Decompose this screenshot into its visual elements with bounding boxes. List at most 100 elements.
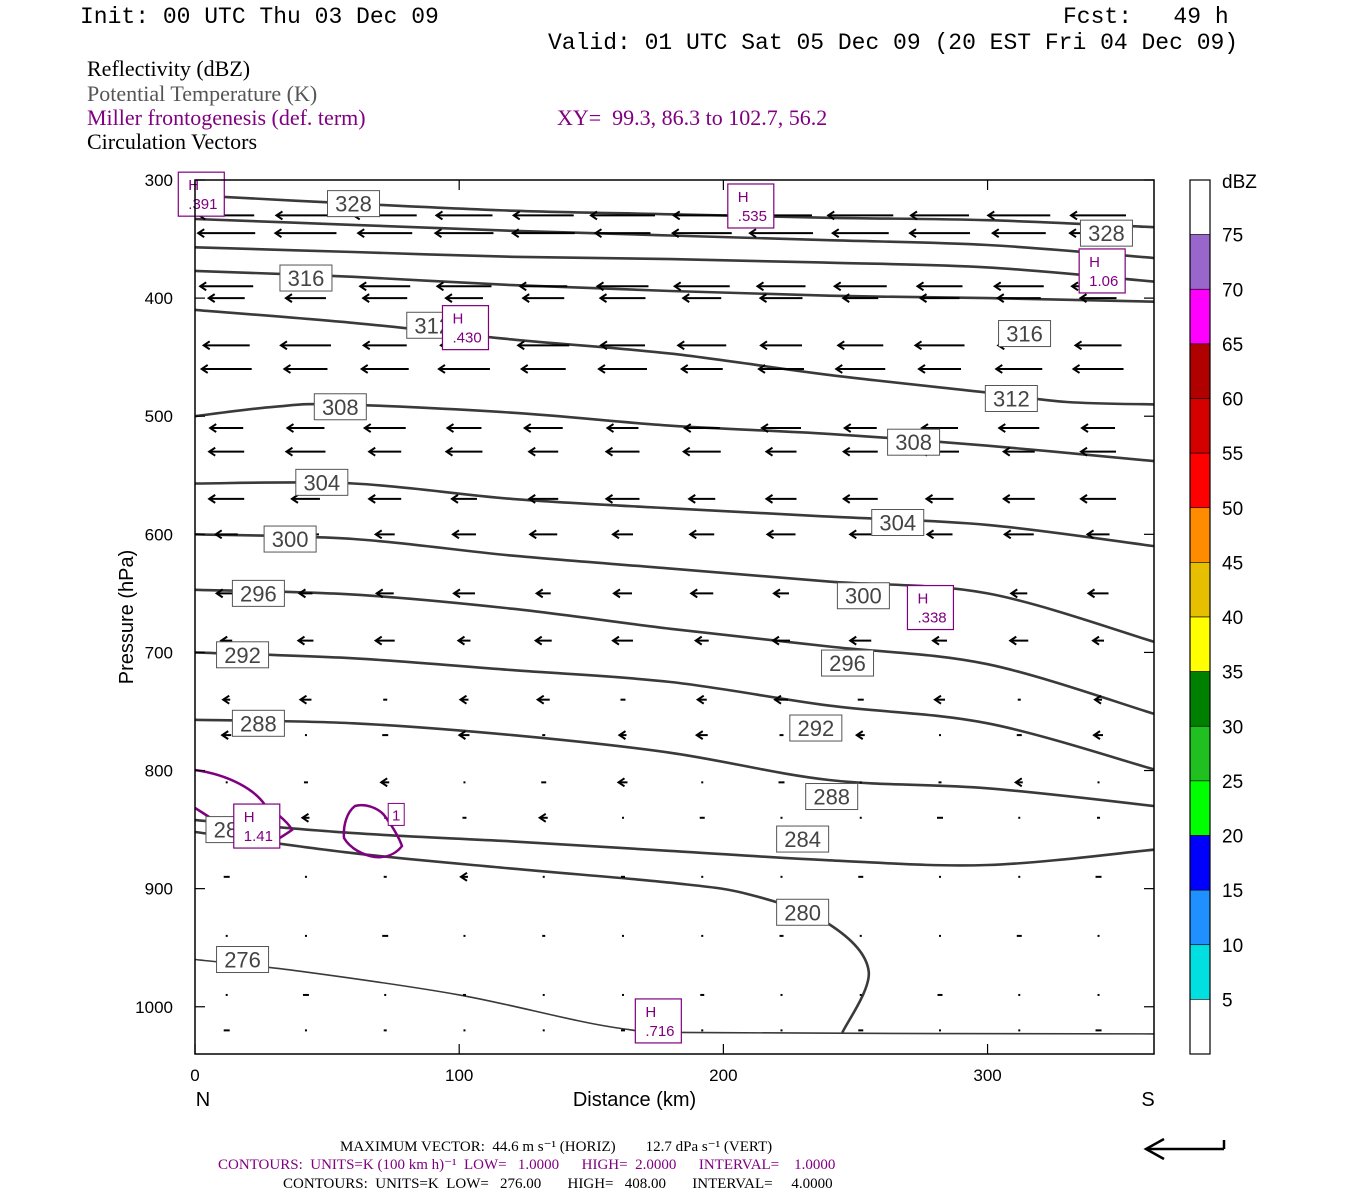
- circulation-vector: [759, 340, 802, 351]
- theta-label-316: 316: [1006, 322, 1043, 347]
- colorbar-tick-label: 75: [1222, 226, 1243, 247]
- circulation-vector: [1001, 446, 1035, 457]
- circulation-vector: [834, 364, 886, 374]
- circulation-vector: [599, 340, 645, 351]
- x-end-label-right: S: [1141, 1089, 1154, 1111]
- frontogenesis-max-box: [906, 584, 955, 631]
- frontogenesis-max-value: .391: [188, 196, 217, 213]
- circulation-vector: [617, 730, 627, 740]
- circulation-vector: [458, 694, 469, 705]
- circulation-vector: [373, 635, 395, 646]
- circulation-vector: [533, 635, 552, 646]
- circulation-vector: [670, 228, 732, 238]
- circulation-vector: [198, 281, 254, 292]
- y-axis-label: Pressure (hPa): [116, 550, 138, 685]
- circulation-vector: [1079, 446, 1117, 457]
- circulation-vector: [765, 529, 796, 540]
- theta-label-box: [984, 385, 1038, 412]
- circulation-vector: [772, 588, 789, 599]
- y-tick-label: 600: [145, 525, 173, 544]
- circulation-vector: [519, 364, 566, 374]
- circulation-vector: [528, 529, 558, 540]
- circulation-vector: [435, 281, 492, 292]
- circulation-vector: [589, 210, 655, 221]
- colorbar-segment: [1189, 999, 1211, 1055]
- theta-label-300: 300: [845, 584, 882, 609]
- circulation-vector: [511, 210, 574, 221]
- circulation-vector: [1086, 588, 1109, 599]
- circulation-vector: [836, 340, 884, 351]
- plot-frame: [194, 179, 1155, 1055]
- circulation-vector: [695, 694, 707, 705]
- colorbar-tick-label: 60: [1222, 390, 1243, 411]
- circulation-vector: [527, 494, 559, 504]
- circulation-vector: [527, 446, 559, 457]
- theta-label-box: [216, 946, 270, 974]
- colorbar-tick-label: 10: [1222, 936, 1243, 957]
- circulation-vector: [682, 423, 720, 433]
- circulation-vector: [444, 293, 483, 303]
- theta-label-288: 288: [240, 711, 277, 736]
- circulation-vector: [757, 364, 804, 374]
- colorbar-frame: [1189, 179, 1211, 1055]
- theta-label-288: 288: [813, 785, 850, 810]
- circulation-vector: [374, 588, 394, 599]
- theta-label-box: [231, 579, 285, 607]
- theta-contour-276: [195, 958, 1154, 1035]
- circulation-vector: [362, 423, 406, 433]
- theta-contour-280: [195, 830, 871, 1034]
- circulation-vector: [516, 340, 570, 351]
- colorbar-segment: [1189, 507, 1211, 563]
- theta-label-box: [821, 649, 875, 677]
- circulation-vector: [459, 872, 468, 882]
- frontogenesis-contour-label-box: [387, 802, 405, 826]
- circulation-vector: [437, 364, 490, 374]
- circulation-vector: [444, 446, 483, 457]
- circulation-vector: [201, 340, 250, 351]
- colorbar-tick-label: 15: [1222, 881, 1243, 902]
- circulation-vector: [361, 293, 408, 303]
- colorbar-tick-label: 30: [1222, 717, 1243, 738]
- theta-label-292: 292: [797, 716, 834, 741]
- circulation-vector: [687, 494, 716, 504]
- theta-label-280: 280: [784, 900, 821, 925]
- circulation-vector: [367, 446, 402, 457]
- theta-contour-316: [195, 269, 1154, 303]
- circulation-vector: [990, 228, 1046, 238]
- x-axis-label: Distance (km): [573, 1089, 696, 1111]
- theta-contour-note: CONTOURS: UNITS=K LOW= 276.00 HIGH= 408.…: [283, 1176, 833, 1192]
- theta-label-box: [998, 320, 1052, 348]
- circulation-vector: [604, 446, 640, 457]
- circulation-vector: [221, 694, 231, 705]
- circulation-vector: [1091, 635, 1105, 646]
- circulation-vector: [1002, 529, 1034, 540]
- circulation-vector: [748, 228, 813, 238]
- circulation-vector: [1071, 364, 1124, 374]
- theta-label-296: 296: [240, 581, 277, 606]
- circulation-vector: [510, 228, 575, 238]
- frontogenesis-max-marker: H: [917, 591, 928, 608]
- theta-label-328: 328: [1088, 221, 1125, 246]
- circulation-vector: [612, 588, 632, 599]
- circulation-vector: [997, 423, 1040, 433]
- colorbar-tick-label: 70: [1222, 280, 1243, 301]
- y-tick-label: 300: [145, 171, 173, 190]
- y-tick-label: 1000: [135, 998, 173, 1017]
- circulation-vector: [688, 529, 715, 540]
- circulation-vector: [671, 210, 731, 221]
- circulation-vector: [848, 529, 872, 540]
- y-tick-label: 900: [145, 880, 173, 899]
- circulation-vector: [456, 635, 471, 646]
- cross-section-endpoints: XY= 99.3, 86.3 to 102.7, 56.2: [557, 105, 828, 130]
- theta-label-box: [805, 783, 859, 811]
- theta-label-box: [776, 825, 830, 853]
- colorbar-tick-label: 20: [1222, 827, 1243, 848]
- circulation-vector: [518, 281, 568, 292]
- frontogenesis-max-marker: H: [738, 189, 749, 206]
- forecast-hour: Fcst: 49 h: [1063, 4, 1229, 30]
- circulation-vector: [758, 293, 803, 303]
- colorbar-segment: [1189, 288, 1211, 345]
- theta-label-304: 304: [303, 470, 340, 495]
- circulation-vector: [1009, 588, 1028, 599]
- theta-label-box: [789, 714, 843, 742]
